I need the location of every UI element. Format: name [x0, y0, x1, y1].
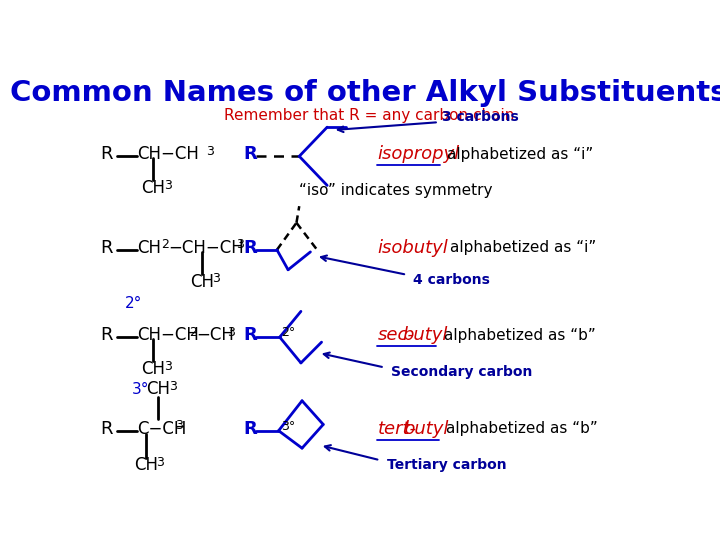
- Text: −CH−CH: −CH−CH: [168, 239, 244, 256]
- Text: CH−CH: CH−CH: [138, 326, 199, 344]
- Text: CH: CH: [190, 273, 214, 291]
- Text: 3: 3: [163, 179, 171, 192]
- Text: butyl: butyl: [402, 326, 448, 344]
- Text: Common Names of other Alkyl Substituents: Common Names of other Alkyl Substituents: [10, 79, 720, 107]
- Text: Tertiary carbon: Tertiary carbon: [387, 458, 507, 472]
- Text: R: R: [100, 145, 112, 163]
- Text: R: R: [243, 239, 257, 256]
- Text: R: R: [100, 420, 112, 437]
- Text: 2: 2: [161, 238, 169, 251]
- Text: CH: CH: [134, 456, 158, 474]
- Text: 3°: 3°: [281, 420, 295, 433]
- Text: isobutyl: isobutyl: [377, 239, 448, 256]
- Text: sec-: sec-: [377, 326, 414, 344]
- Text: tert-: tert-: [377, 420, 416, 437]
- Text: 3: 3: [176, 419, 184, 432]
- Text: 3 carbons: 3 carbons: [441, 110, 518, 124]
- Text: butyl: butyl: [404, 420, 449, 437]
- Text: alphabetized as “b”: alphabetized as “b”: [444, 328, 596, 342]
- Text: 2°: 2°: [125, 295, 142, 310]
- Text: alphabetized as “b”: alphabetized as “b”: [446, 421, 598, 436]
- Text: C−CH: C−CH: [138, 420, 186, 437]
- Text: 4 carbons: 4 carbons: [413, 273, 490, 287]
- Text: R: R: [243, 326, 257, 344]
- Text: R: R: [100, 326, 112, 344]
- Text: Secondary carbon: Secondary carbon: [392, 366, 533, 380]
- Text: 2°: 2°: [282, 327, 296, 340]
- Text: CH: CH: [138, 239, 161, 256]
- Text: R: R: [243, 145, 257, 163]
- Text: “iso” indicates symmetry: “iso” indicates symmetry: [300, 183, 492, 198]
- Text: CH−CH: CH−CH: [138, 145, 199, 163]
- Text: Remember that R = any carbon chain: Remember that R = any carbon chain: [224, 109, 514, 124]
- Text: 3: 3: [163, 360, 171, 373]
- Text: 3°: 3°: [132, 382, 149, 396]
- Text: 3: 3: [156, 456, 164, 469]
- Text: 2: 2: [189, 326, 197, 339]
- Text: alphabetized as “i”: alphabetized as “i”: [450, 240, 596, 255]
- Text: CH: CH: [145, 380, 170, 398]
- Text: 3: 3: [168, 380, 176, 393]
- Text: −CH: −CH: [196, 326, 234, 344]
- Text: 3: 3: [227, 326, 235, 339]
- Text: CH: CH: [141, 179, 166, 197]
- Text: R: R: [243, 420, 257, 437]
- Text: CH: CH: [141, 360, 166, 378]
- Text: alphabetized as “i”: alphabetized as “i”: [447, 147, 593, 161]
- Text: 3: 3: [212, 273, 220, 286]
- Text: R: R: [100, 239, 112, 256]
- Text: 3: 3: [236, 238, 244, 251]
- Text: 3: 3: [206, 145, 214, 158]
- Text: isopropyl: isopropyl: [377, 145, 459, 163]
